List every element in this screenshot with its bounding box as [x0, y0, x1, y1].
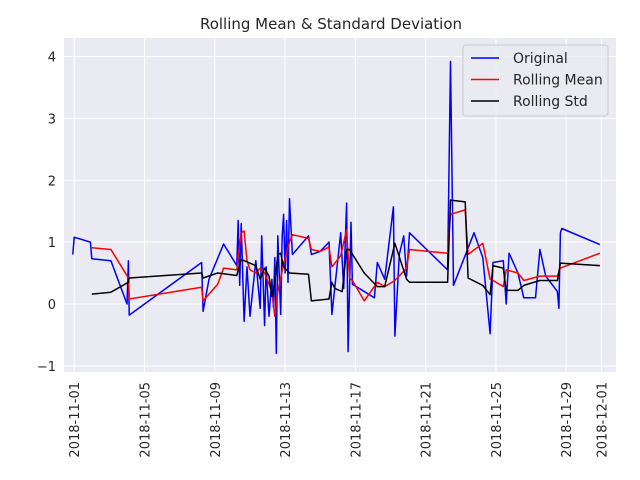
y-tick-label: 0 — [48, 298, 56, 313]
x-tick-label: 2018-12-01 — [595, 382, 610, 458]
legend: Original Rolling Mean Rolling Std — [462, 44, 609, 117]
legend-label-rolling-std: Rolling Std — [513, 94, 588, 110]
x-tick-label: 2018-11-01 — [68, 382, 83, 458]
legend-label-rolling-mean: Rolling Mean — [513, 73, 603, 89]
x-tick-label: 2018-11-13 — [279, 382, 294, 458]
legend-box — [462, 44, 609, 117]
x-tick-labels: 2018-11-01 2018-11-05 2018-11-09 2018-11-13… — [68, 382, 610, 458]
x-tick-label: 2018-11-21 — [420, 382, 435, 458]
y-tick-label: 2 — [48, 174, 56, 189]
series-lines — [72, 60, 601, 355]
y-tick-labels: −1 0 1 2 3 4 — [37, 51, 56, 375]
series-line-rolling-std — [91, 199, 600, 302]
chart-title: Rolling Mean & Standard Deviation — [200, 15, 462, 33]
x-tick-label: 2018-11-29 — [560, 382, 575, 458]
y-tick-label: 4 — [48, 51, 56, 66]
legend-label-original: Original — [513, 51, 568, 67]
y-tick-label: 1 — [48, 236, 56, 251]
y-tick-label: −1 — [37, 360, 56, 375]
x-tick-label: 2018-11-25 — [490, 382, 505, 458]
y-tick-label: 3 — [48, 112, 56, 127]
x-tick-label: 2018-11-05 — [139, 382, 154, 458]
x-tick-label: 2018-11-17 — [349, 382, 364, 458]
x-tick-label: 2018-11-09 — [209, 382, 224, 458]
